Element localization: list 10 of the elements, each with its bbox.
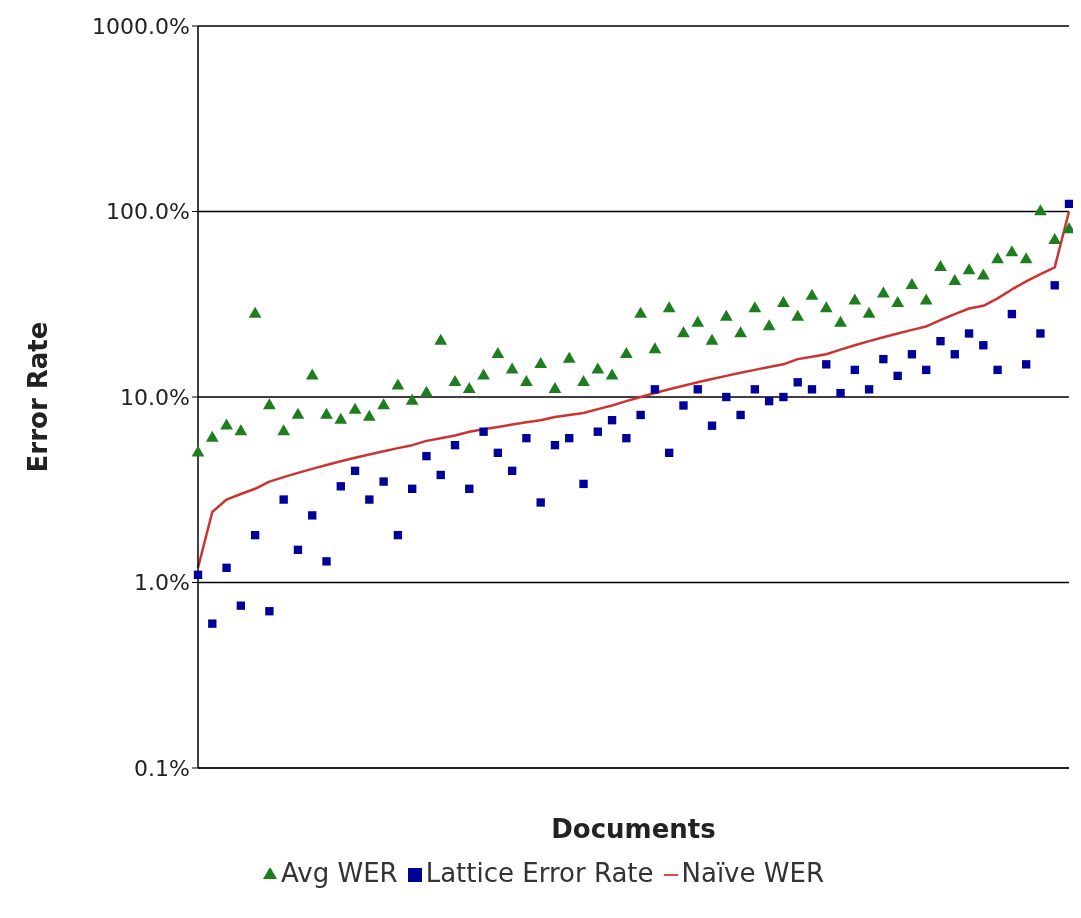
- y-tick-label: 1.0%: [134, 570, 190, 596]
- legend-label: Naïve WER: [681, 858, 824, 888]
- x-axis-title: Documents: [551, 814, 716, 844]
- y-tick-label: 0.1%: [134, 755, 190, 781]
- y-tick-label: 100.0%: [106, 199, 190, 225]
- legend-label: Avg WER: [281, 858, 398, 888]
- y-axis-title: Error Rate: [23, 321, 54, 473]
- y-tick-label: 10.0%: [120, 384, 190, 410]
- legend-label: Lattice Error Rate: [425, 858, 654, 888]
- y-tick-label: 1000.0%: [92, 13, 190, 39]
